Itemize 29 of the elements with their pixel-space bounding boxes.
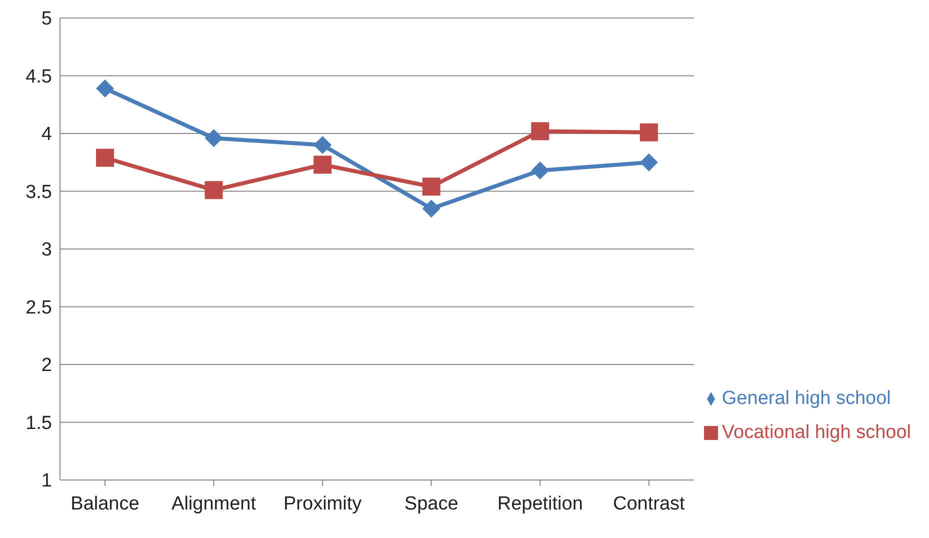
point: [314, 156, 332, 174]
y-tick-label: 4.5: [26, 66, 52, 88]
point: [531, 122, 550, 140]
x-tick-label: Space: [404, 493, 458, 514]
y-tick-label: 3: [41, 240, 52, 261]
y-tick-label: 3.5: [26, 182, 52, 203]
y-tick-label: 5: [41, 8, 52, 30]
x-tick-label: Proximity: [284, 493, 362, 514]
y-tick-label: 1.5: [26, 412, 52, 434]
point: [640, 123, 658, 142]
point: [422, 200, 440, 218]
point: [531, 161, 550, 180]
legend-label: General high school: [722, 388, 891, 409]
y-tick-label: 4: [41, 124, 52, 146]
point: [96, 79, 114, 98]
x-tick-label: Balance: [70, 493, 140, 514]
point: [96, 148, 114, 167]
x-tick-label: Repetition: [497, 493, 583, 514]
point: [640, 153, 658, 172]
point: [422, 178, 440, 196]
point: [314, 136, 332, 154]
y-tick-label: 2: [41, 355, 52, 376]
legend-label: Vocational high school: [722, 422, 911, 443]
y-tick-label: 2.5: [26, 297, 52, 318]
point: [204, 129, 223, 148]
y-tick-label: 1: [41, 470, 52, 492]
x-tick-label: Contrast: [613, 493, 686, 514]
point: [204, 181, 223, 200]
x-tick-label: Alignment: [172, 493, 257, 514]
